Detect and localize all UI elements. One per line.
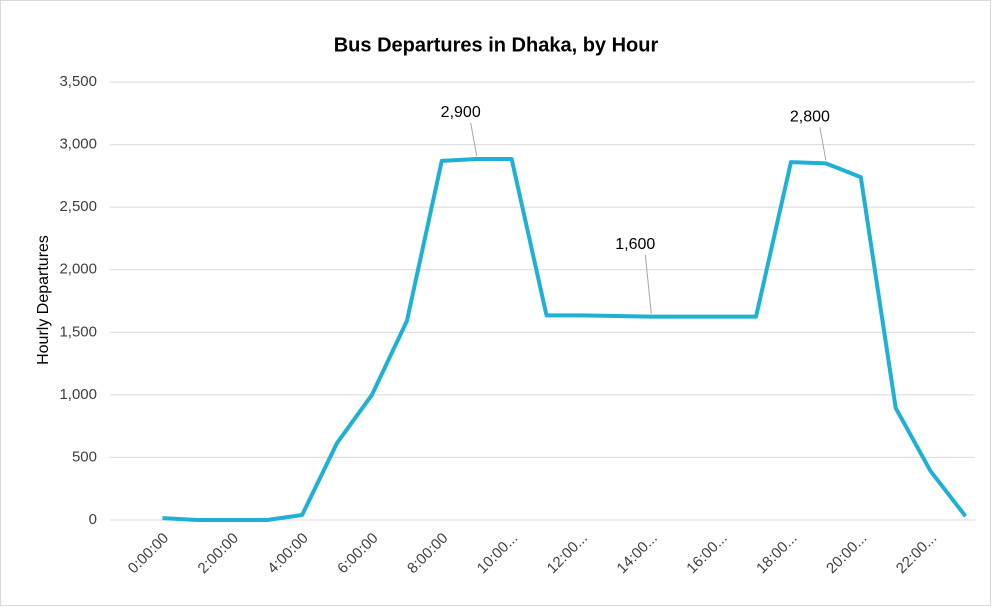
y-tick-label: 1,000 [59,386,97,403]
y-tick-label: 2,500 [59,198,97,215]
annotation-leader [819,127,827,161]
y-tick-label: 3,000 [59,136,97,153]
y-tick-label: 3,500 [59,73,97,90]
annotation: 2,900 [441,104,481,121]
annotation-leader [644,254,652,314]
y-tick-label: 500 [72,448,97,465]
y-tick-label: 2,000 [59,261,97,278]
annotation: 2,800 [790,109,830,126]
annotation-leader [470,122,478,157]
y-tick-label: 1,500 [59,323,97,340]
y-axis-label: Hourly Departures [35,235,52,365]
y-tick-label: 0 [89,511,97,528]
data-line [162,156,968,522]
chart-title: Bus Departures in Dhaka, by Hour [334,34,659,56]
annotation: 1,600 [615,236,655,253]
